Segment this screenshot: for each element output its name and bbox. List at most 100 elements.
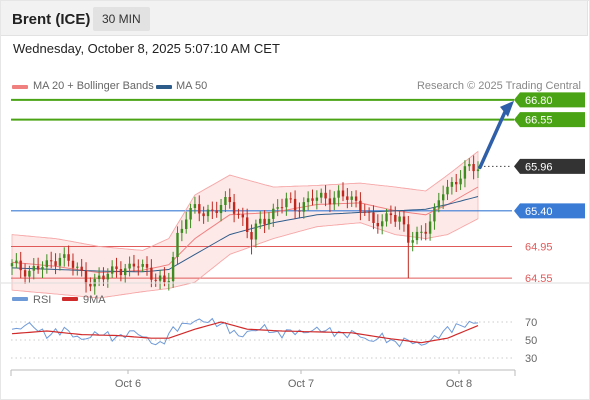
candle-body [219, 205, 223, 214]
candle-body [84, 270, 88, 284]
candle-body [202, 213, 205, 217]
candle-body [237, 213, 240, 215]
level-label-64.95: 64.95 [525, 241, 553, 253]
candle-body [359, 200, 362, 212]
candle-body [472, 164, 475, 172]
candle-body [424, 231, 427, 234]
candle-body [206, 209, 210, 217]
level-label-65.96: 65.96 [525, 161, 553, 173]
candle-body [158, 275, 162, 281]
candle-body [132, 263, 136, 267]
bollinger-upper [11, 151, 479, 251]
candle-body [315, 197, 319, 201]
candle-body [328, 198, 332, 205]
candle-body [367, 211, 371, 213]
candle-body [50, 260, 53, 262]
candle-body [398, 216, 401, 222]
ma50-legend-label: MA 50 [176, 80, 208, 92]
ma20-legend-swatch [12, 85, 28, 89]
candle-body [23, 270, 27, 277]
candle-body [455, 182, 458, 185]
candle-body [63, 254, 66, 258]
interval-button[interactable]: 30 MIN [93, 7, 150, 31]
level-label-66.55: 66.55 [525, 115, 553, 127]
candle-body [354, 196, 358, 201]
candle-body [350, 196, 353, 200]
x-tick-label: Oct 6 [115, 378, 141, 390]
candle-body [263, 218, 266, 225]
candle-body [246, 217, 249, 232]
candle-body [381, 221, 384, 227]
rsi-legend-label: RSI [33, 294, 51, 306]
candle-body [433, 207, 436, 222]
candle-body [45, 260, 48, 268]
candle-body [459, 178, 462, 185]
candle-body [215, 210, 218, 213]
chart-header: Brent (ICE) 30 MIN [0, 0, 588, 36]
candle-body [337, 190, 340, 198]
candle-body [76, 266, 79, 268]
research-credit: Research © 2025 Trading Central [416, 80, 581, 92]
candle-body [376, 223, 379, 227]
candle-body [289, 198, 292, 200]
candle-body [111, 266, 114, 274]
timestamp: Wednesday, October 8, 2025 5:07:10 AM CE… [13, 41, 280, 56]
candle-body [437, 200, 440, 208]
level-tag-65.40 [514, 203, 585, 219]
candle-body [420, 231, 423, 233]
candle-body [306, 198, 310, 203]
rsi-line [11, 317, 479, 348]
candle-body [302, 202, 305, 212]
candle-body [415, 231, 419, 241]
candle-body [67, 254, 70, 261]
candle-body [97, 275, 101, 280]
candle-body [228, 197, 231, 203]
candle-body [411, 240, 414, 243]
ma20-legend-label: MA 20 + Bollinger Bands [33, 80, 154, 92]
candle-body [71, 260, 75, 268]
rsi-tick-70: 70 [525, 317, 537, 329]
candle-body [468, 164, 471, 167]
rsi-tick-50: 50 [525, 335, 537, 347]
candle-body [171, 257, 175, 282]
candle-body [154, 279, 157, 281]
candle-body [137, 266, 140, 268]
ma20-line [11, 186, 479, 274]
candle-body [211, 209, 214, 211]
candle-body [254, 223, 258, 240]
candle-body [276, 207, 279, 209]
candle-body [163, 275, 166, 283]
candle-body [185, 219, 188, 229]
candle-body [150, 267, 153, 280]
rsi-tick-30: 30 [525, 353, 537, 365]
candle-body [54, 261, 57, 266]
level-label-65.40: 65.40 [525, 206, 553, 218]
candle-body [259, 218, 262, 224]
candle-body [36, 266, 40, 270]
candle-body [167, 281, 170, 283]
candle-body [241, 214, 244, 218]
candle-body [446, 186, 449, 195]
level-tag-66.55 [514, 112, 585, 128]
candle-body [198, 204, 201, 214]
rsi-ma-line [11, 321, 479, 344]
candle-body [363, 211, 366, 213]
candle-body [428, 221, 432, 234]
instrument-title: Brent (ICE) [12, 11, 91, 28]
candle-body [58, 257, 62, 266]
candle-body [89, 283, 92, 287]
candle-body [145, 264, 149, 268]
candle-body [41, 267, 44, 270]
candle-body [80, 266, 83, 271]
candle-body [115, 266, 118, 269]
level-tag-66.80 [514, 92, 585, 108]
candle-body [394, 215, 397, 222]
level-tag-65.96 [514, 158, 585, 174]
candle-body [298, 210, 301, 212]
candle-body [250, 232, 253, 240]
candle-body [124, 268, 127, 276]
candle-body [407, 224, 410, 243]
candle-body [285, 198, 288, 208]
candle-body [272, 208, 275, 219]
